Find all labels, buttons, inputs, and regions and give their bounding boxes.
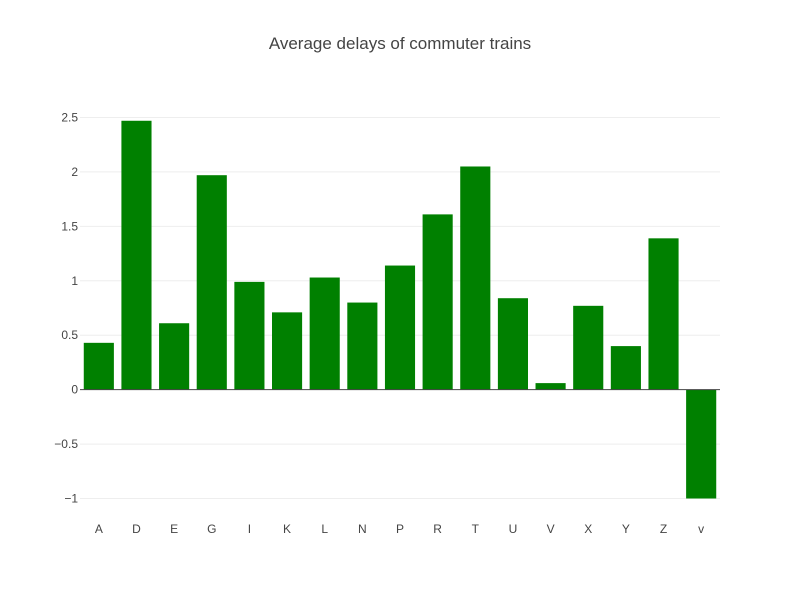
x-tick-label: I (248, 522, 251, 536)
x-tick-label: K (283, 522, 291, 536)
y-tick-label: −0.5 (54, 437, 78, 451)
bar[interactable] (121, 120, 152, 390)
x-tick-label: T (472, 522, 480, 536)
bar[interactable] (686, 389, 717, 499)
bar[interactable] (234, 281, 265, 390)
x-tick-label: G (207, 522, 216, 536)
bar[interactable] (610, 346, 641, 390)
bar[interactable] (573, 305, 604, 390)
x-tick-label: L (321, 522, 328, 536)
bar[interactable] (272, 312, 303, 390)
x-tick-label: D (132, 522, 141, 536)
bar[interactable] (422, 214, 453, 390)
x-tick-label: E (170, 522, 178, 536)
bar[interactable] (648, 238, 679, 390)
x-tick-label: X (584, 522, 592, 536)
x-tick-label: N (358, 522, 367, 536)
y-axis-ticks: −1 −0.5 0 0.5 1 1.5 2 2.5 (54, 111, 78, 506)
chart-title: Average delays of commuter trains (268, 34, 532, 53)
y-tick-label: 2 (71, 165, 78, 179)
x-tick-label: U (509, 522, 518, 536)
y-tick-label: −1 (64, 492, 78, 506)
x-tick-label: Z (660, 522, 667, 536)
bars (83, 120, 717, 499)
y-tick-label: 2.5 (61, 111, 78, 125)
x-tick-label: Y (622, 522, 630, 536)
x-tick-label: V (547, 522, 555, 536)
bar[interactable] (309, 277, 340, 390)
x-tick-label: A (95, 522, 103, 536)
y-tick-label: 0 (71, 383, 78, 397)
y-tick-label: 1.5 (61, 219, 78, 233)
bar[interactable] (159, 323, 190, 390)
bar[interactable] (196, 175, 227, 390)
bar[interactable] (535, 383, 566, 390)
x-tick-label: P (396, 522, 404, 536)
x-tick-label: R (433, 522, 442, 536)
y-tick-label: 1 (71, 274, 78, 288)
bar[interactable] (460, 166, 491, 390)
bar[interactable] (384, 265, 416, 390)
y-tick-label: 0.5 (61, 328, 78, 342)
bar[interactable] (497, 298, 528, 390)
x-tick-label: v (698, 522, 704, 536)
bar[interactable] (83, 342, 114, 390)
bar[interactable] (347, 302, 378, 390)
